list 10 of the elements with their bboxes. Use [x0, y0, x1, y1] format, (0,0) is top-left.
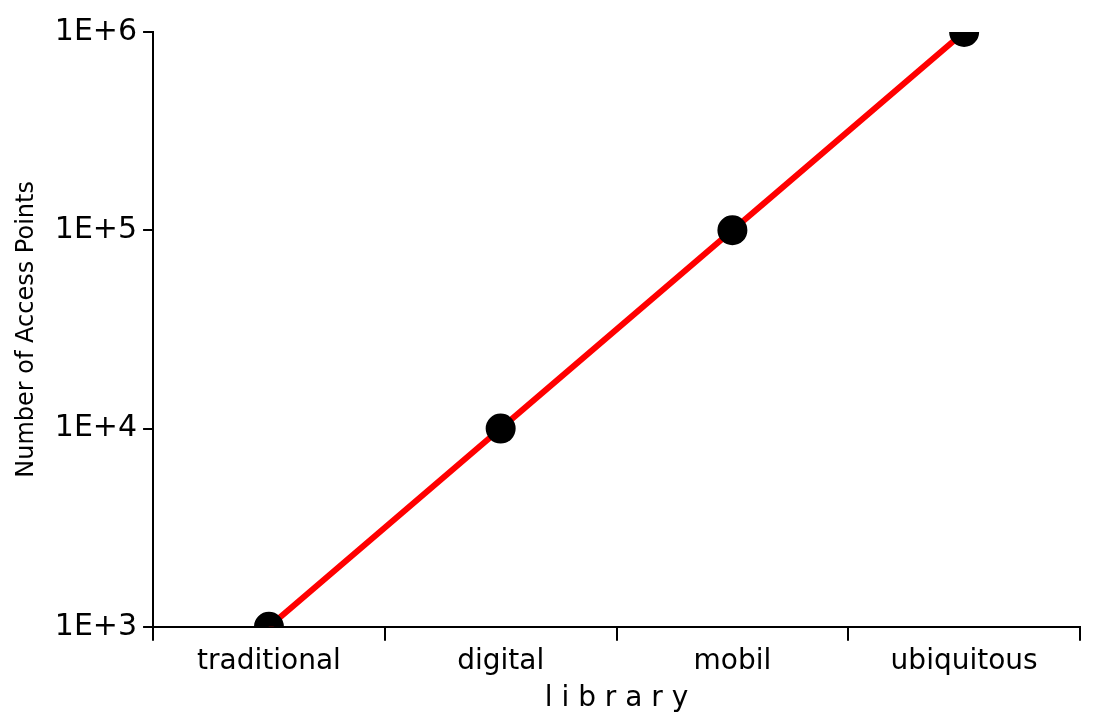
x-tick-label: traditional: [197, 642, 341, 676]
y-tick-label: 1E+6: [54, 11, 138, 47]
y-tick-label: 1E+5: [54, 210, 138, 246]
y-tick-label: 1E+4: [54, 408, 138, 444]
x-tick-label: mobil: [693, 642, 772, 676]
x-tick-label: digital: [457, 642, 545, 676]
x-axis-title: l i b r a r y: [544, 680, 689, 714]
y-axis-title: Number of Access Points: [10, 181, 39, 478]
y-tick-label: 1E+3: [54, 606, 138, 642]
x-tick-label: ubiquitous: [890, 642, 1038, 676]
